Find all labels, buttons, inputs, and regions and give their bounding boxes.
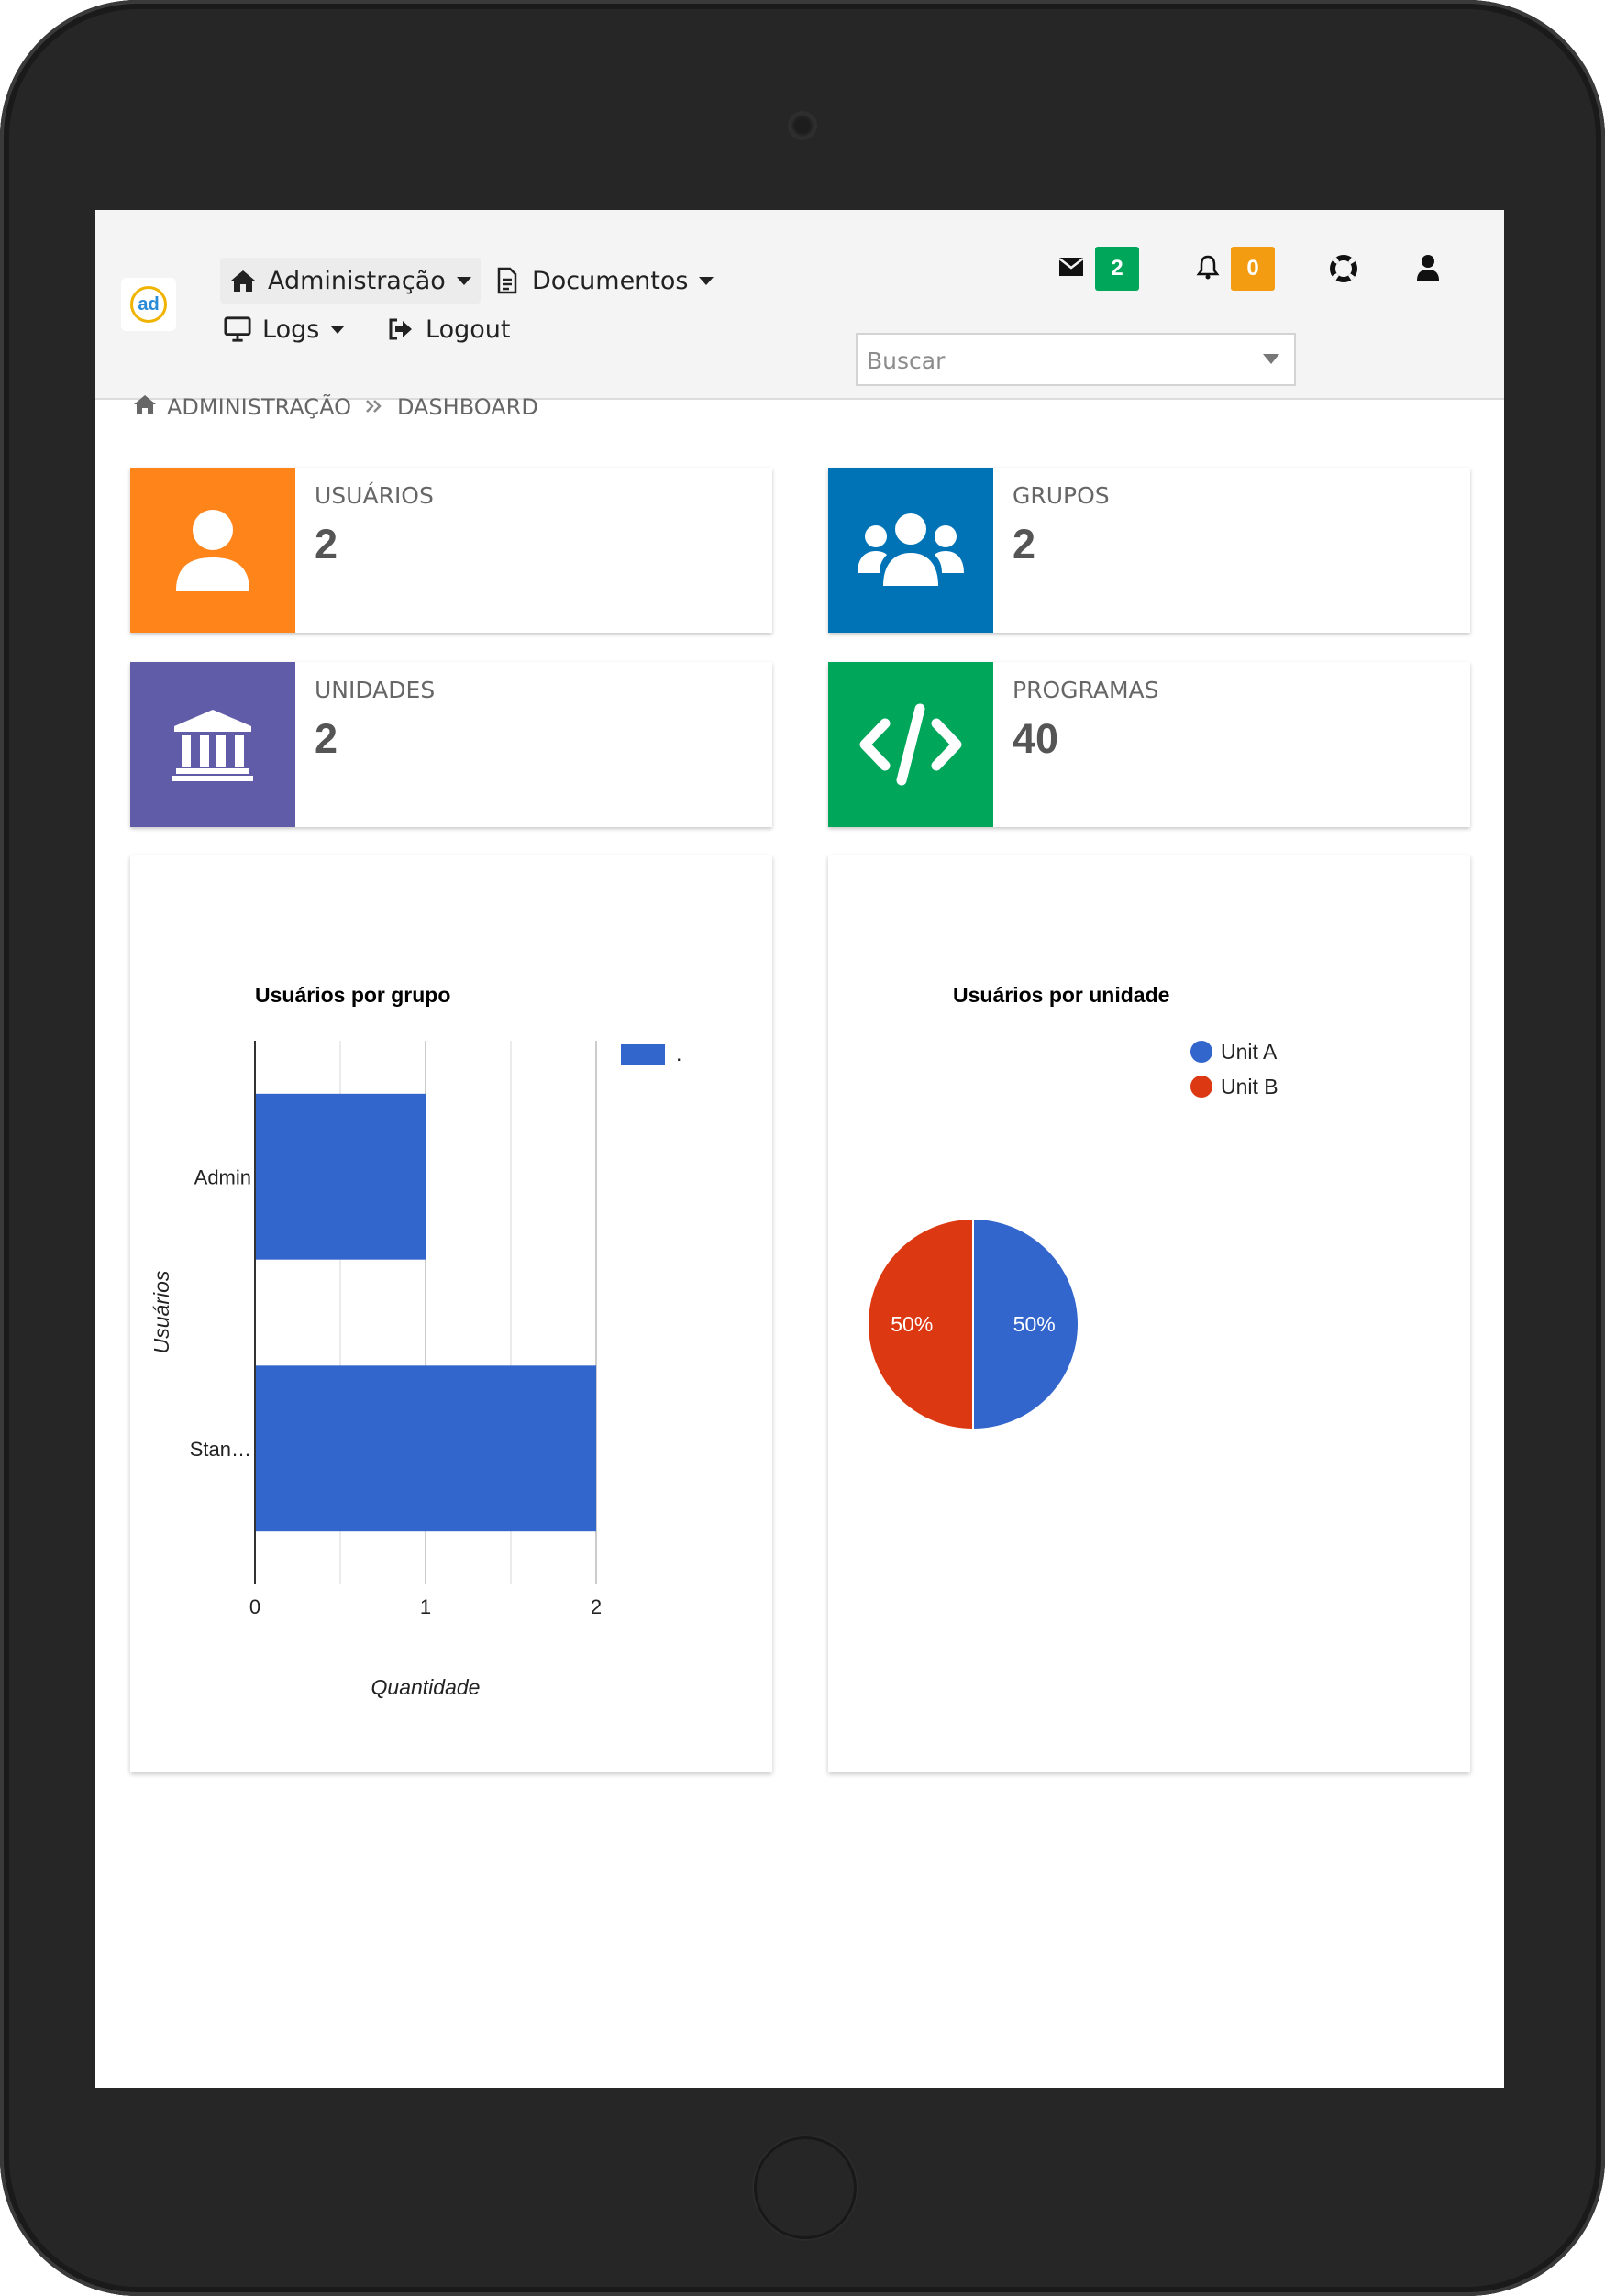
user-icon	[176, 510, 249, 591]
notifications-badge: 0	[1231, 247, 1275, 291]
chart-panel-usuarios-por-grupo: Usuários por grupo 0 1 2 Admin Stan… Usuário…	[130, 855, 772, 1772]
x-tick-label: 1	[420, 1595, 431, 1618]
nav-documentos-label: Documentos	[532, 266, 689, 295]
search-placeholder: Buscar	[867, 348, 946, 374]
info-card-programas[interactable]: PROGRAMAS 40	[828, 662, 1470, 827]
sign-out-icon	[387, 315, 415, 343]
slice-label: 50%	[1013, 1312, 1056, 1336]
legend-label: Unit B	[1221, 1075, 1278, 1098]
info-card-value: 2	[1013, 521, 1036, 568]
bar[interactable]	[255, 1365, 596, 1532]
legend-label: .	[676, 1042, 681, 1065]
monitor-icon	[224, 315, 251, 343]
chevron-down-icon	[1263, 354, 1279, 364]
legend-swatch	[621, 1044, 665, 1065]
code-icon	[859, 703, 962, 786]
info-card-value: 40	[1013, 715, 1059, 762]
top-navbar: ad Administração Documentos Logs	[95, 210, 1504, 400]
info-card-icon-box	[828, 468, 993, 633]
info-card-label: USUÁRIOS	[315, 482, 434, 509]
x-axis-title: Quantidade	[371, 1675, 481, 1699]
y-tick-label: Stan…	[190, 1438, 251, 1461]
x-tick-label: 2	[591, 1595, 602, 1618]
chevron-double-right-icon	[364, 394, 384, 420]
pie-slice[interactable]	[867, 1217, 974, 1431]
info-card-label: GRUPOS	[1013, 482, 1110, 509]
screen: ad Administração Documentos Logs	[95, 210, 1504, 2088]
chevron-down-icon	[456, 276, 471, 285]
document-icon	[493, 267, 521, 294]
breadcrumb: ADMINISTRAÇÃO DASHBOARD	[132, 393, 538, 421]
y-tick-label: Admin	[194, 1165, 251, 1188]
envelope-icon	[1058, 257, 1084, 281]
nav-logout-label: Logout	[426, 315, 511, 344]
chart-title: Usuários por grupo	[255, 983, 450, 1007]
breadcrumb-root[interactable]: ADMINISTRAÇÃO	[167, 394, 351, 420]
bar[interactable]	[255, 1093, 426, 1260]
legend-label: Unit A	[1221, 1040, 1278, 1064]
info-card-grupos[interactable]: GRUPOS 2	[828, 468, 1470, 633]
pie-chart: Usuários por unidade 50% 50% Unit A Unit B	[867, 983, 1278, 1431]
info-card-label: PROGRAMAS	[1013, 677, 1159, 703]
bell-icon	[1196, 254, 1220, 283]
chevron-down-icon	[330, 325, 346, 334]
university-icon	[172, 710, 253, 781]
life-ring-icon	[1330, 255, 1357, 286]
breadcrumb-current: DASHBOARD	[396, 394, 538, 420]
y-axis-title: Usuários	[149, 1270, 173, 1353]
home-icon	[229, 267, 257, 294]
home-button[interactable]	[754, 2136, 857, 2239]
info-card-icon-box	[130, 662, 295, 827]
logo-mark: ad	[130, 286, 167, 323]
search-select[interactable]: Buscar	[856, 333, 1296, 386]
legend-swatch	[1190, 1076, 1212, 1098]
info-card-icon-box	[130, 468, 295, 633]
nav-logs[interactable]: Logs	[224, 306, 346, 352]
info-card-label: UNIDADES	[315, 677, 436, 703]
info-card-value: 2	[315, 521, 338, 568]
nav-administracao[interactable]: Administração	[220, 258, 481, 304]
legend-swatch	[1190, 1041, 1212, 1063]
chart-panel-usuarios-por-unidade: Usuários por unidade 50% 50% Unit A Unit B	[828, 855, 1470, 1772]
slice-label: 50%	[891, 1312, 933, 1336]
nav-logs-label: Logs	[262, 315, 320, 344]
info-card-icon-box	[828, 662, 993, 827]
user-menu[interactable]	[1416, 254, 1440, 285]
home-icon	[132, 393, 158, 421]
bar-chart: Usuários por grupo 0 1 2 Admin Stan… Usuário…	[149, 983, 681, 1699]
help-menu[interactable]	[1330, 255, 1357, 286]
info-card-usuarios[interactable]: USUÁRIOS 2	[130, 468, 772, 633]
camera-icon	[791, 114, 814, 138]
nav-administracao-label: Administração	[268, 266, 446, 295]
messages-menu[interactable]: 2	[1058, 247, 1139, 291]
x-tick-label: 0	[249, 1595, 260, 1618]
pie-slice[interactable]	[972, 1217, 1079, 1431]
nav-documentos[interactable]: Documentos	[493, 258, 714, 304]
notifications-menu[interactable]: 0	[1196, 247, 1275, 291]
info-card-unidades[interactable]: UNIDADES 2	[130, 662, 772, 827]
chart-title: Usuários por unidade	[953, 983, 1169, 1007]
user-icon	[1416, 254, 1440, 285]
chevron-down-icon	[699, 276, 714, 285]
nav-logout[interactable]: Logout	[387, 306, 510, 352]
users-icon	[858, 513, 964, 586]
messages-badge: 2	[1095, 247, 1139, 291]
app-logo[interactable]: ad	[121, 278, 176, 331]
info-card-value: 2	[315, 715, 338, 762]
